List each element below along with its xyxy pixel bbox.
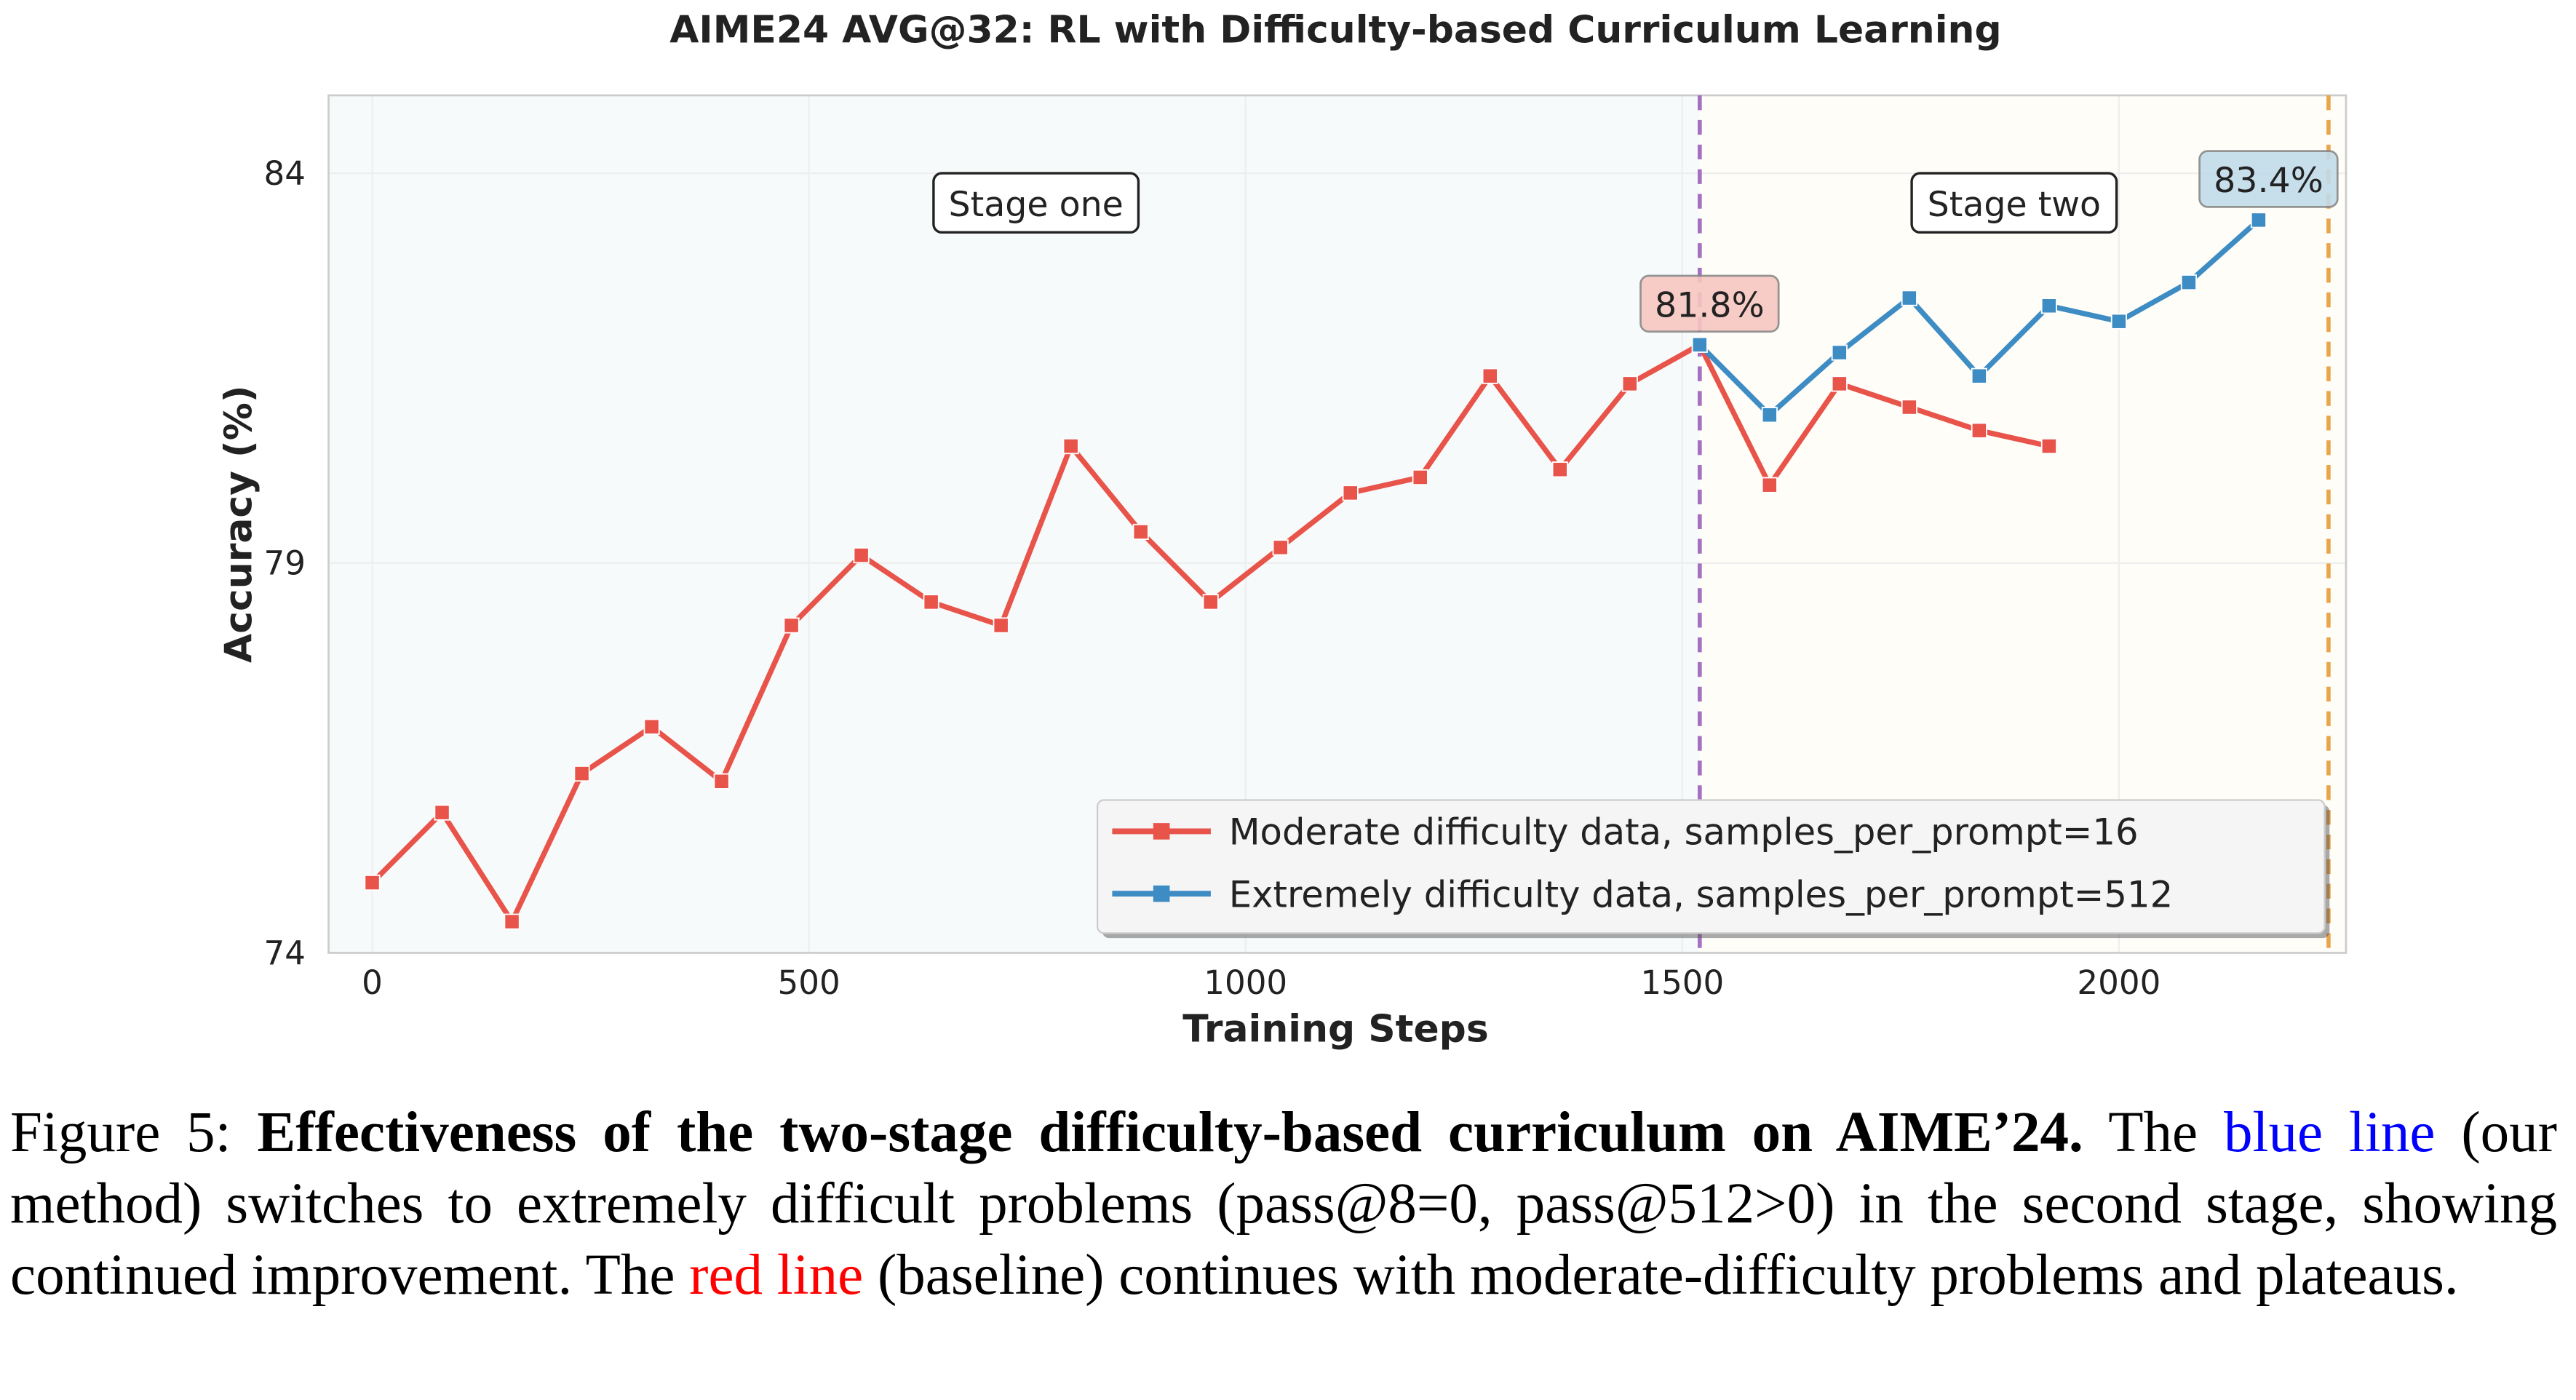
y-tick-label: 74 <box>263 934 305 972</box>
line-chart: Stage one Stage two 81.8% 83.4% 0 500 1000 150… <box>217 9 2348 1051</box>
caption-bold: Effectiveness of the two-stage difficult… <box>257 1101 2083 1164</box>
data-point <box>2250 212 2267 228</box>
data-point <box>1482 367 1498 384</box>
value-annotation: 81.8% <box>1655 285 1765 325</box>
plot-frame <box>327 94 2348 954</box>
value-annotation-box <box>2198 150 2339 208</box>
y-tick-label: 84 <box>263 154 305 193</box>
data-point <box>1621 375 1638 392</box>
data-point <box>364 875 381 891</box>
data-point <box>853 547 870 564</box>
y-axis-label: Accuracy (%) <box>217 386 261 663</box>
legend: Moderate difficulty data, samples_per_pr… <box>1096 799 2330 939</box>
legend-marker-extreme <box>1153 885 1170 902</box>
data-point <box>2110 313 2127 330</box>
caption-text-2: (our method) switches to extremely diffi… <box>10 1101 2557 1307</box>
data-point <box>1971 422 1987 439</box>
data-point <box>1132 523 1149 541</box>
data-point <box>1202 594 1219 610</box>
data-point <box>1831 375 1848 392</box>
chart-title: AIME24 AVG@32: RL with Difficulty-based … <box>669 9 2001 52</box>
caption-text-1: The <box>2083 1101 2225 1164</box>
data-point <box>713 773 730 790</box>
data-point <box>504 913 520 930</box>
caption-blue-line: blue line <box>2224 1101 2436 1164</box>
data-point <box>1412 469 1428 486</box>
x-tick-label: 1500 <box>1640 963 1724 1002</box>
data-point <box>1062 438 1079 455</box>
legend-label-extreme: Extremely difficulty data, samples_per_p… <box>1229 873 2173 915</box>
legend-marker-moderate <box>1153 823 1170 840</box>
value-annotation-box <box>1639 274 1780 333</box>
data-point <box>1342 485 1359 501</box>
legend-label-moderate: Moderate difficulty data, samples_per_pr… <box>1229 811 2139 853</box>
data-point <box>783 617 800 634</box>
value-annotation: 83.4% <box>2214 161 2323 201</box>
data-point <box>1761 407 1778 423</box>
x-tick-label: 500 <box>778 963 840 1002</box>
data-point <box>2040 438 2057 455</box>
caption-red-line: red line <box>689 1244 864 1307</box>
data-point <box>573 765 590 782</box>
data-point <box>643 718 660 735</box>
x-tick-label: 1000 <box>1204 963 1287 1002</box>
data-point <box>1272 539 1289 556</box>
stage-label-box <box>1910 172 2118 234</box>
stage-label: Stage two <box>1928 185 2101 225</box>
data-point <box>434 804 450 821</box>
data-point <box>1831 344 1848 361</box>
legend-box <box>1096 799 2326 934</box>
stage-label-box <box>932 172 1140 234</box>
stage-label: Stage one <box>949 185 1124 225</box>
data-point <box>993 617 1009 634</box>
caption-label: Figure 5: <box>10 1101 258 1164</box>
data-point <box>2040 298 2057 314</box>
data-point <box>1901 290 1917 306</box>
x-tick-label: 2000 <box>2077 963 2160 1002</box>
y-tick-label: 79 <box>263 544 305 583</box>
data-point <box>1971 367 1987 384</box>
data-point <box>1901 399 1917 415</box>
caption-text-3: (baseline) continues with moderate-diffi… <box>863 1244 2459 1307</box>
data-point <box>1691 336 1708 353</box>
x-axis-label: Training Steps <box>1182 1007 1489 1051</box>
data-point <box>2180 274 2197 291</box>
data-point <box>1551 461 1568 478</box>
figure-caption: Figure 5: Effectiveness of the two-stage… <box>10 1097 2557 1311</box>
data-point <box>1761 477 1778 493</box>
x-tick-label: 0 <box>362 963 383 1002</box>
data-point <box>923 594 939 610</box>
